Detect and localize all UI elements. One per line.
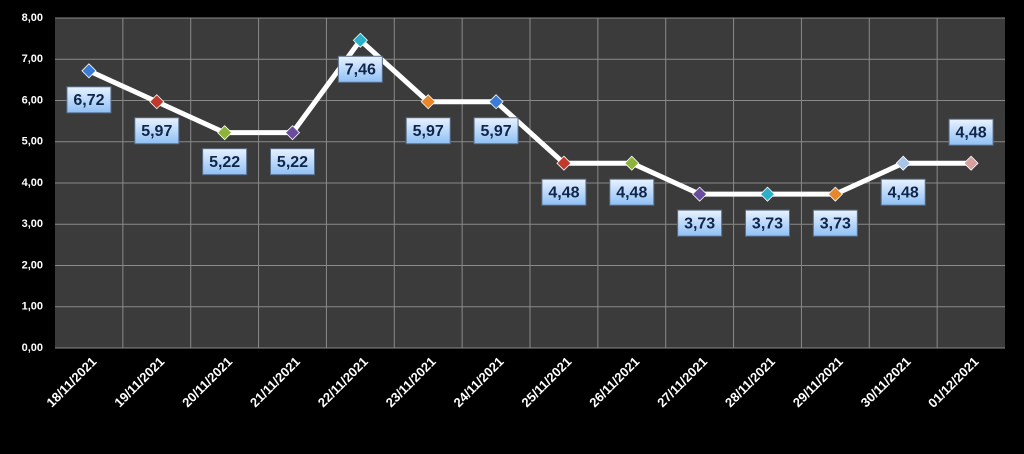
data-label-box (134, 117, 180, 145)
data-label: 5,97 (141, 123, 172, 140)
y-tick-label: 5,00 (22, 136, 43, 148)
data-label: 5,22 (277, 154, 308, 171)
data-label: 5,97 (481, 123, 512, 140)
y-tick-label: 3,00 (22, 218, 43, 230)
marker (352, 32, 368, 48)
data-label: 4,48 (616, 184, 647, 201)
data-label: 4,48 (548, 184, 579, 201)
data-label: 5,22 (209, 154, 240, 171)
marker (149, 94, 165, 110)
data-label-box (202, 148, 248, 176)
data-label-box (880, 178, 926, 206)
marker (217, 125, 233, 141)
x-tick-label: 18/11/2021 (43, 354, 99, 410)
x-tick-label: 22/11/2021 (315, 354, 371, 410)
data-label-box (745, 209, 790, 237)
data-label: 7,46 (345, 61, 376, 78)
x-tick-label: 27/11/2021 (654, 354, 710, 410)
data-label: 3,73 (820, 215, 851, 232)
x-tick-label: 25/11/2021 (518, 354, 574, 410)
x-tick-label: 19/11/2021 (111, 354, 167, 410)
marker (963, 155, 979, 171)
marker (624, 155, 640, 171)
y-tick-label: 8,00 (22, 12, 43, 24)
data-label: 4,48 (888, 184, 919, 201)
data-label: 5,97 (413, 123, 444, 140)
marker (827, 186, 843, 202)
x-tick-label: 21/11/2021 (247, 354, 303, 410)
x-tick-label: 29/11/2021 (790, 354, 846, 410)
x-tick-label: 23/11/2021 (383, 354, 439, 410)
data-label: 4,48 (956, 124, 987, 141)
data-label-box (473, 117, 519, 145)
data-label-box (405, 117, 451, 145)
line (87, 37, 972, 197)
data-label: 3,73 (684, 215, 715, 232)
x-tick-label: 30/11/2021 (858, 354, 914, 410)
data-label-box (337, 55, 383, 83)
y-tick-label: 2,00 (22, 259, 43, 271)
marker (895, 155, 911, 171)
x-tick-label: 28/11/2021 (722, 354, 778, 410)
marker (284, 125, 301, 141)
x-tick-label: 20/11/2021 (179, 354, 235, 410)
data-label-box (541, 178, 587, 206)
data-label-box (812, 209, 858, 237)
y-tick-label: 6,00 (22, 94, 43, 106)
y-tick-label: 1,00 (22, 301, 43, 313)
data-label-box (270, 148, 315, 176)
data-label: 3,73 (752, 215, 783, 232)
data-label-box (66, 86, 112, 114)
y-tick-label: 4,00 (22, 177, 43, 189)
y-tick-label: 0,00 (22, 342, 43, 354)
data-label: 6,72 (73, 92, 104, 109)
marker (692, 186, 708, 202)
marker (556, 155, 572, 171)
marker (420, 94, 436, 110)
data-label-box (948, 118, 994, 146)
data-label-box (677, 209, 723, 237)
y-tick-label: 7,00 (22, 53, 43, 65)
marker (81, 63, 97, 79)
marker (488, 94, 504, 110)
data-label-box (609, 178, 655, 206)
x-tick-label: 24/11/2021 (451, 354, 507, 410)
x-tick-label: 01/12/2021 (925, 354, 982, 411)
x-tick-label: 26/11/2021 (586, 354, 642, 410)
marker (759, 186, 776, 202)
